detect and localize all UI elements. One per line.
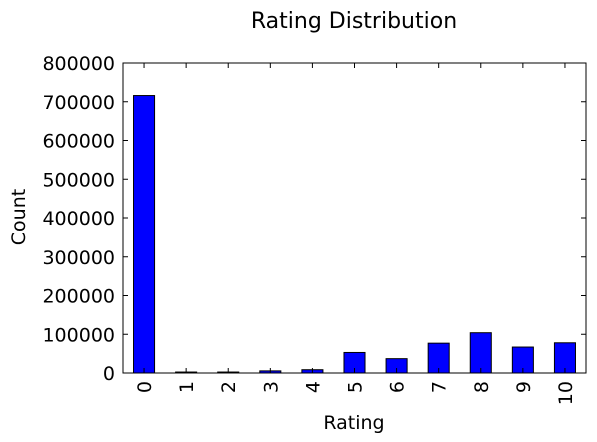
y-tick-label-0: 0 [103,363,115,385]
x-tick-label-2: 2 [218,381,240,393]
chart-title: Rating Distribution [251,9,457,34]
bar-8 [470,333,491,373]
y-tick-label-300000: 300000 [42,247,115,269]
x-tick-label-9: 9 [513,381,535,393]
y-tick-label-200000: 200000 [42,286,115,308]
x-axis-label: Rating [323,412,384,434]
y-tick-label-600000: 600000 [42,131,115,153]
x-tick-label-5: 5 [345,381,367,393]
bars-group [134,96,576,373]
x-tick-label-6: 6 [387,381,409,393]
x-tick-label-1: 1 [176,381,198,393]
y-tick-label-800000: 800000 [42,53,115,75]
y-tick-label-400000: 400000 [42,208,115,230]
x-tick-label-10: 10 [555,381,577,405]
x-tick-label-3: 3 [260,381,282,393]
y-axis-label: Count [8,189,30,245]
bar-0 [134,96,155,373]
x-tick-label-4: 4 [302,381,324,393]
x-tick-label-8: 8 [471,381,493,393]
x-tick-label-7: 7 [429,381,451,393]
ticks-group: 0 1 2 3 4 5 6 7 8 9 10 0 100000 200000 300000 400000 500… [42,53,586,405]
x-tick-label-0: 0 [134,381,156,393]
y-tick-label-500000: 500000 [42,169,115,191]
plot-frame [123,63,586,373]
y-tick-label-700000: 700000 [42,92,115,114]
y-tick-label-100000: 100000 [42,324,115,346]
